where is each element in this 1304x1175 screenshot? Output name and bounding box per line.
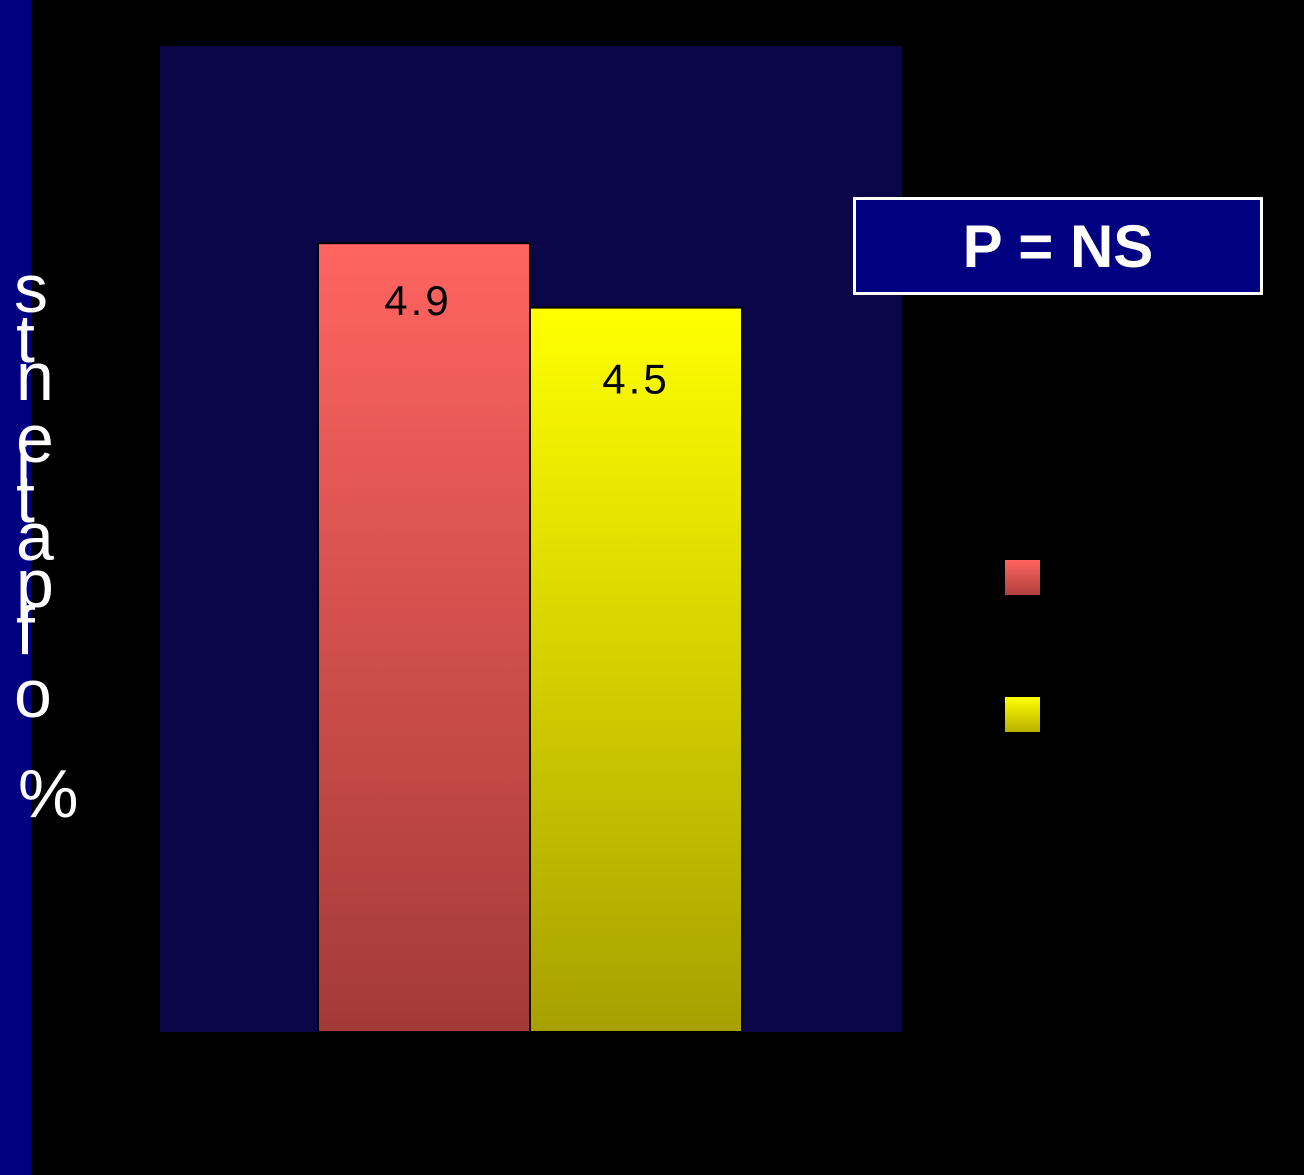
bar-series-2 (529, 306, 743, 1033)
y-axis-label-glyph: t (16, 461, 35, 537)
y-axis-label: s t n e i t a p f o% (14, 255, 104, 855)
p-value-label: P = NS (962, 212, 1154, 280)
y-axis-label-glyph: t (16, 301, 35, 377)
data-label-series-1: 4.9 (384, 277, 451, 324)
data-label-series-2: 4.5 (602, 356, 669, 403)
y-axis-label-glyph: a (16, 499, 54, 575)
y-axis-label-glyph: i (16, 429, 32, 505)
p-value-box: P = NS (853, 197, 1263, 295)
y-axis-label-glyph: s (14, 251, 48, 327)
legend-swatch-series-2 (1005, 697, 1040, 732)
y-axis-label-glyph: % (18, 756, 79, 832)
y-axis-label-glyph: f (16, 593, 35, 669)
y-axis-label-glyph: e (16, 401, 54, 477)
bar-series-1 (317, 242, 531, 1033)
y-axis-label-glyph: n (16, 339, 54, 415)
accent-stripe (0, 0, 31, 1175)
y-axis-label-glyph: p (16, 546, 54, 622)
legend-swatch-series-1 (1005, 560, 1040, 595)
y-axis-label-glyph: o (14, 656, 52, 732)
